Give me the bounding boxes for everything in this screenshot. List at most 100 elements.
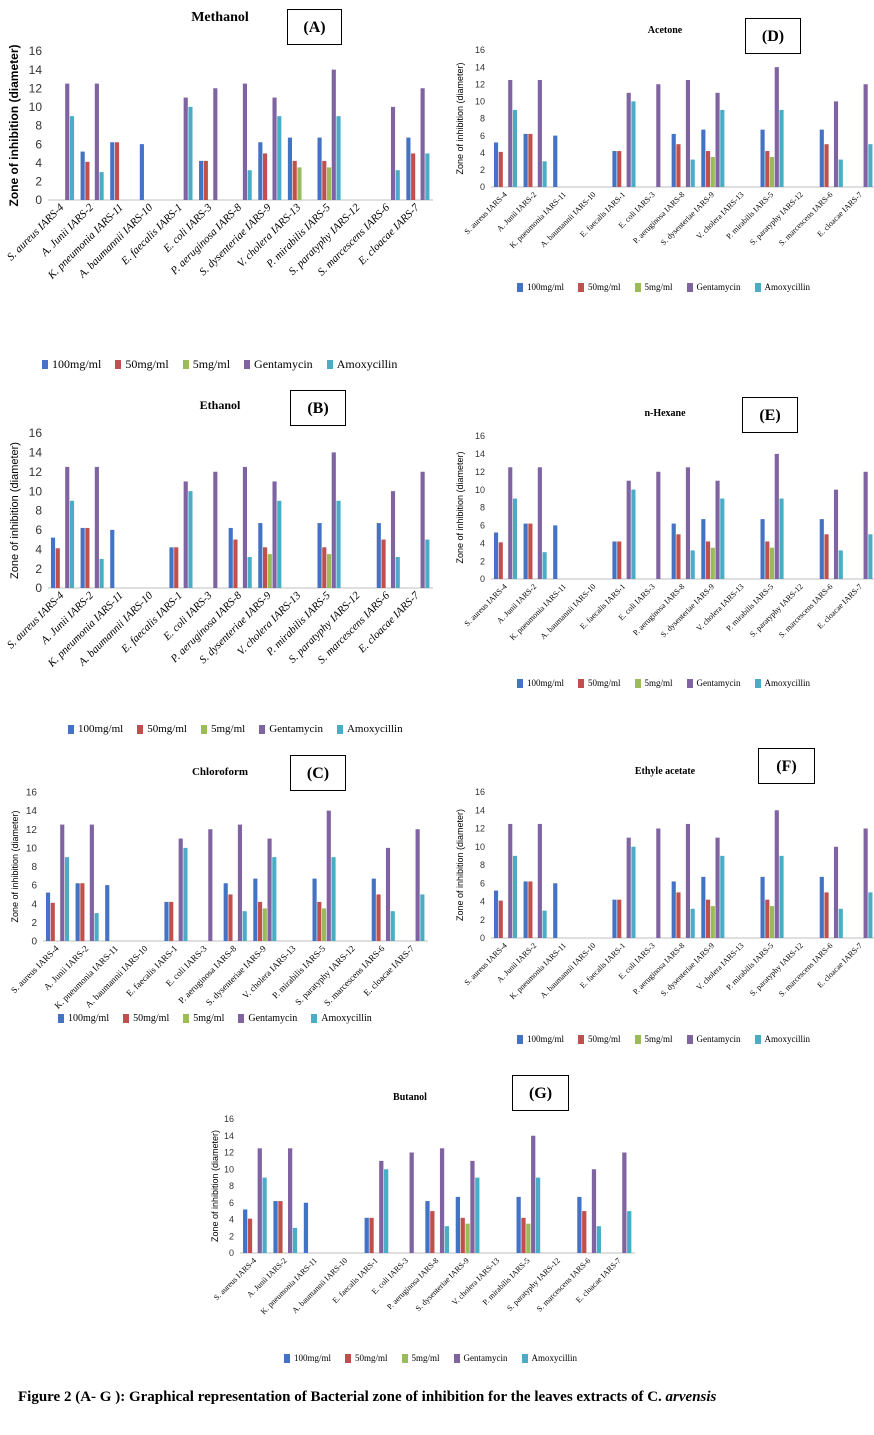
bar-100mgml xyxy=(671,881,676,938)
bar-50mgml xyxy=(676,892,681,938)
bar-50mgml xyxy=(582,1211,587,1253)
y-tick-label: 2 xyxy=(31,918,37,929)
bar-gentamycin xyxy=(774,453,779,579)
bar-amoxycillin xyxy=(183,847,188,941)
bar-amoxycillin xyxy=(242,911,247,941)
bar-amoxycillin xyxy=(336,500,341,588)
bar-50mgml xyxy=(706,151,711,187)
bar-gentamycin xyxy=(65,83,70,200)
legend-item: Amoxycillin xyxy=(754,1034,810,1044)
legend-label: Gentamycin xyxy=(463,1353,508,1363)
category-label: K. pneumonia IARS-11 xyxy=(508,582,568,642)
panel-tag: (D) xyxy=(745,18,801,54)
bar-amoxycillin xyxy=(596,1226,601,1253)
bar-50mgml xyxy=(824,144,829,187)
bar-100mgml xyxy=(701,876,706,938)
legend-swatch xyxy=(259,724,266,734)
bar-gentamycin xyxy=(213,471,218,588)
bar-100mgml xyxy=(493,532,499,579)
legend-label: 5mg/ml xyxy=(644,1034,673,1044)
bar-100mgml xyxy=(612,899,617,938)
legend: 100mg/ml 50mg/ml 5mg/ml Gentamycin Amoxycill… xyxy=(517,678,824,688)
bar-100mgml xyxy=(371,878,376,941)
bar-100mgml xyxy=(523,881,528,938)
bar-50mgml xyxy=(114,142,120,200)
y-tick-label: 16 xyxy=(475,45,485,55)
bar-gentamycin xyxy=(326,810,331,941)
bar-gentamycin xyxy=(626,480,631,579)
y-tick-label: 14 xyxy=(26,806,38,817)
bar-gentamycin xyxy=(626,837,631,938)
bar-100mgml xyxy=(253,878,258,941)
y-tick-label: 8 xyxy=(35,504,42,518)
legend-swatch xyxy=(578,1034,585,1044)
legend-item: 50mg/ml xyxy=(115,357,169,372)
legend-item: 5mg/ml xyxy=(634,678,673,688)
chart-svg: 0 2 4 6 8 10 12 14 16 Zone of inhibition (diamete… xyxy=(5,44,433,282)
y-axis-label: Zone of inhibition (diameter) xyxy=(7,45,21,207)
category-label: S. paratyphy IARS-12 xyxy=(748,941,805,998)
y-tick-label: 10 xyxy=(475,842,485,852)
bar-50mgml xyxy=(322,547,327,588)
y-tick-label: 6 xyxy=(480,878,485,888)
bar-amoxycillin xyxy=(868,892,873,938)
bar-amoxycillin xyxy=(444,1226,450,1253)
chart-title: Ethanol xyxy=(199,398,241,412)
bar-amoxycillin xyxy=(188,106,193,200)
bar-100mgml xyxy=(317,523,322,588)
y-tick-label: 14 xyxy=(29,446,43,460)
bar-100mgml xyxy=(243,1209,248,1253)
legend-swatch xyxy=(182,360,189,369)
bar-100mgml xyxy=(287,137,293,200)
legend-item: Gentamycin xyxy=(686,282,741,292)
y-tick-label: 6 xyxy=(480,131,485,141)
bar-gentamycin xyxy=(656,471,661,579)
bar-100mgml xyxy=(553,525,558,579)
y-tick-label: 8 xyxy=(229,1181,234,1191)
bar-amoxycillin xyxy=(262,1177,267,1253)
bar-gentamycin xyxy=(420,471,425,588)
bar-100mgml xyxy=(671,133,676,187)
chart-panel-d: Acetone (D) 0 2 4 6 8 10 12 14 16 Zone of inhibitio… xyxy=(445,0,874,300)
legend-item: 5mg/ml xyxy=(401,1353,440,1363)
bar-amoxycillin xyxy=(690,159,695,187)
category-label: S. marcescens IARS-6 xyxy=(535,1256,592,1313)
chart-panel-b: Ethanol (B) 0 2 4 6 8 10 12 14 16 Zone of inhibitio… xyxy=(0,385,440,740)
category-label: P. aeruginosa IARS-8 xyxy=(631,941,686,996)
legend-item: Amoxycillin xyxy=(326,357,397,372)
legend-swatch xyxy=(634,678,641,688)
legend-label: 50mg/ml xyxy=(588,282,621,292)
bar-gentamycin xyxy=(685,79,691,187)
bar-5mgml xyxy=(710,547,715,579)
bar-gentamycin xyxy=(656,84,661,187)
bar-50mgml xyxy=(498,151,503,187)
y-axis-label: Zone of inhibition (diameter) xyxy=(455,451,465,563)
legend-label: 50mg/ml xyxy=(125,357,169,371)
bar-50mgml xyxy=(80,883,85,941)
bar-50mgml xyxy=(528,523,533,579)
panel-tag: (B) xyxy=(290,390,346,426)
bar-amoxycillin xyxy=(384,1169,389,1253)
legend-label: Gentamycin xyxy=(696,1034,741,1044)
bar-50mgml xyxy=(376,894,381,941)
bar-gentamycin xyxy=(863,471,868,579)
bar-100mgml xyxy=(701,129,706,187)
bar-100mgml xyxy=(523,133,528,187)
y-tick-label: 14 xyxy=(475,449,485,459)
bar-50mgml xyxy=(498,542,503,579)
bar-50mgml xyxy=(617,151,622,187)
legend-swatch xyxy=(311,1014,318,1023)
bar-amoxycillin xyxy=(331,857,336,941)
bar-100mgml xyxy=(164,901,169,941)
bar-amoxycillin xyxy=(720,855,725,938)
bar-100mgml xyxy=(701,519,706,579)
y-tick-label: 14 xyxy=(29,63,43,77)
bar-amoxycillin xyxy=(425,153,430,200)
legend-label: 100mg/ml xyxy=(52,357,102,371)
legend-label: 50mg/ml xyxy=(147,723,187,735)
bar-100mgml xyxy=(139,144,144,200)
bar-50mgml xyxy=(460,1217,465,1253)
bar-amoxycillin xyxy=(64,857,70,941)
bar-amoxycillin xyxy=(512,109,518,187)
category-label: S. marcescens IARS-6 xyxy=(777,941,834,998)
